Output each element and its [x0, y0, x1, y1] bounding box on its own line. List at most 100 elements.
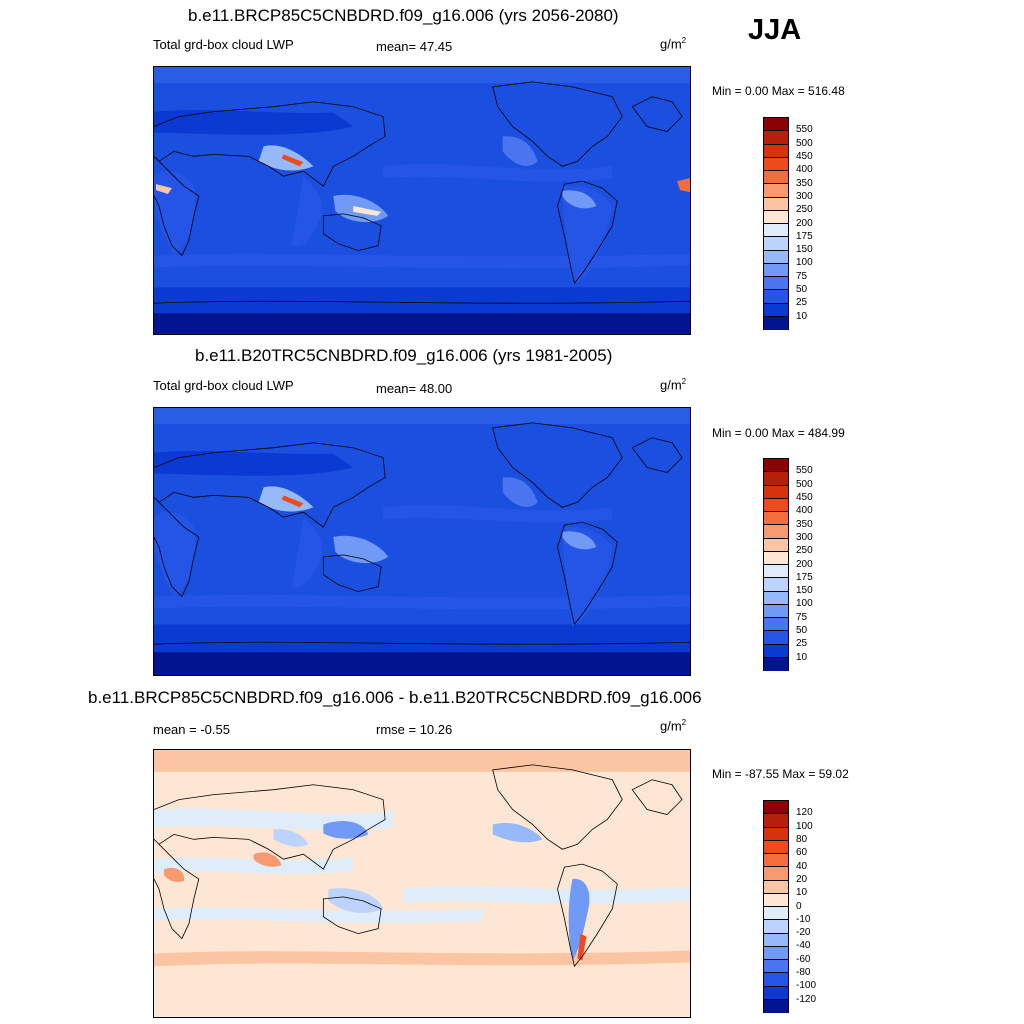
panel1-variable-label: Total grd-box cloud LWP — [153, 37, 294, 52]
panel1-minmax: Min = 0.00 Max = 516.48 — [712, 84, 845, 98]
panel2-units: g/m2 — [660, 377, 687, 393]
panel2-map — [153, 407, 691, 676]
colorbar-swatch — [764, 250, 788, 264]
panel3-rmse-label: rmse = 10.26 — [376, 722, 453, 737]
colorbar-swatch — [764, 867, 788, 881]
colorbar-swatch — [764, 946, 788, 960]
colorbar-swatch — [764, 184, 788, 198]
colorbar-tick-label: 50 — [796, 284, 808, 296]
colorbar-swatch — [764, 565, 788, 579]
colorbar-tick-label: 10 — [796, 310, 808, 322]
panel3-map — [153, 749, 691, 1018]
panel2-map-field — [154, 408, 690, 675]
colorbar-tick-label: -80 — [796, 967, 811, 979]
colorbar-tick-label: -100 — [796, 980, 817, 992]
colorbar-swatch — [764, 551, 788, 565]
panel2-colorbar — [763, 458, 789, 671]
colorbar-tick-label: 200 — [796, 558, 813, 570]
colorbar-swatch — [764, 197, 788, 211]
colorbar-tick-label: 25 — [796, 638, 808, 650]
colorbar-tick-label: 400 — [796, 505, 813, 517]
colorbar-tick-label: 550 — [796, 465, 813, 477]
colorbar-tick-label: 500 — [796, 478, 813, 490]
colorbar-swatch — [764, 644, 788, 658]
colorbar-swatch — [764, 631, 788, 645]
colorbar-swatch — [764, 578, 788, 592]
panel2-mean-label: mean= 48.00 — [376, 381, 453, 396]
colorbar-tick-label: -40 — [796, 940, 811, 952]
colorbar-tick-label: 100 — [796, 257, 813, 269]
colorbar-swatch — [764, 604, 788, 618]
colorbar-swatch — [764, 893, 788, 907]
colorbar-tick-label: -60 — [796, 953, 811, 965]
colorbar-tick-label: 10 — [796, 651, 808, 663]
colorbar-swatch — [764, 525, 788, 539]
colorbar-swatch — [764, 472, 788, 486]
panel1-map-field — [154, 67, 690, 334]
colorbar-tick-label: 10 — [796, 887, 808, 899]
colorbar-tick-label: -10 — [796, 913, 811, 925]
panel1-mean-label: mean= 47.45 — [376, 39, 453, 54]
colorbar-tick-label: 175 — [796, 571, 813, 583]
colorbar-swatch — [764, 907, 788, 921]
colorbar-swatch — [764, 157, 788, 171]
colorbar-tick-label: 80 — [796, 833, 808, 845]
colorbar-swatch — [764, 316, 788, 330]
colorbar-tick-label: 120 — [796, 807, 813, 819]
panel1-units: g/m2 — [660, 36, 687, 52]
colorbar-swatch — [764, 538, 788, 552]
colorbar-tick-label: -120 — [796, 993, 817, 1005]
colorbar-swatch — [764, 459, 788, 473]
colorbar-swatch — [764, 498, 788, 512]
panel2-variable-label: Total grd-box cloud LWP — [153, 378, 294, 393]
colorbar-tick-label: 100 — [796, 598, 813, 610]
colorbar-swatch — [764, 973, 788, 987]
panel3-map-field — [154, 750, 690, 1017]
colorbar-tick-label: 350 — [796, 177, 813, 189]
panel2-minmax: Min = 0.00 Max = 484.99 — [712, 426, 845, 440]
colorbar-tick-label: 250 — [796, 204, 813, 216]
colorbar-swatch — [764, 485, 788, 499]
panel1-map — [153, 66, 691, 335]
colorbar-swatch — [764, 144, 788, 158]
colorbar-swatch — [764, 224, 788, 238]
colorbar-tick-label: 200 — [796, 217, 813, 229]
colorbar-tick-label: 500 — [796, 137, 813, 149]
panel2-title: b.e11.B20TRC5CNBDRD.f09_g16.006 (yrs 198… — [195, 346, 613, 365]
colorbar-swatch — [764, 277, 788, 291]
colorbar-swatch — [764, 986, 788, 1000]
colorbar-swatch — [764, 512, 788, 526]
season-label: JJA — [748, 14, 802, 46]
colorbar-tick-label: 175 — [796, 230, 813, 242]
panel3-minmax: Min = -87.55 Max = 59.02 — [712, 767, 849, 781]
panel1-colorbar — [763, 117, 789, 330]
colorbar-swatch — [764, 303, 788, 317]
colorbar-tick-label: 400 — [796, 164, 813, 176]
colorbar-swatch — [764, 880, 788, 894]
colorbar-swatch — [764, 657, 788, 671]
colorbar-swatch — [764, 801, 788, 815]
colorbar-swatch — [764, 960, 788, 974]
colorbar-swatch — [764, 131, 788, 145]
colorbar-swatch — [764, 840, 788, 854]
colorbar-swatch — [764, 210, 788, 224]
panel1-title: b.e11.BRCP85C5CNBDRD.f09_g16.006 (yrs 20… — [188, 6, 619, 25]
colorbar-tick-label: 150 — [796, 585, 813, 597]
colorbar-tick-label: 450 — [796, 150, 813, 162]
colorbar-tick-label: 350 — [796, 518, 813, 530]
panel3-mean-label: mean = -0.55 — [153, 722, 230, 737]
colorbar-swatch — [764, 854, 788, 868]
colorbar-tick-label: 25 — [796, 297, 808, 309]
panel3-colorbar — [763, 800, 789, 1013]
colorbar-swatch — [764, 933, 788, 947]
colorbar-tick-label: 75 — [796, 611, 808, 623]
colorbar-tick-label: 20 — [796, 873, 808, 885]
colorbar-tick-label: 300 — [796, 190, 813, 202]
panel3-title: b.e11.BRCP85C5CNBDRD.f09_g16.006 - b.e11… — [88, 688, 702, 707]
colorbar-tick-label: 250 — [796, 545, 813, 557]
colorbar-tick-label: 0 — [796, 900, 802, 912]
colorbar-tick-label: 150 — [796, 244, 813, 256]
colorbar-tick-label: 50 — [796, 625, 808, 637]
colorbar-swatch — [764, 118, 788, 132]
colorbar-tick-label: 550 — [796, 124, 813, 136]
